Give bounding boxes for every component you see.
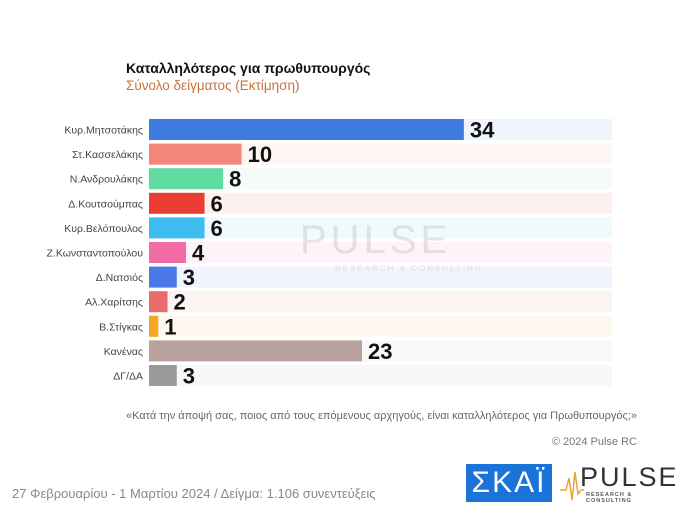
data-label: 1 xyxy=(164,314,176,339)
data-label: 3 xyxy=(183,265,195,290)
chart-subtitle: Σύνολο δείγματος (Εκτίμηση) xyxy=(126,78,300,93)
bar xyxy=(149,192,205,214)
bar-track xyxy=(149,192,612,214)
data-label: 10 xyxy=(248,142,272,167)
bar xyxy=(149,266,177,288)
bar-track xyxy=(149,291,612,313)
bar-track xyxy=(149,242,612,263)
bar xyxy=(149,143,242,165)
pulse-logo-sub: RESEARCH & CONSULTING xyxy=(586,492,633,504)
bar xyxy=(149,217,205,239)
footer-dates-sample: 27 Φεβρουαρίου - 1 Μαρτίου 2024 / Δείγμα… xyxy=(12,486,376,501)
bar-track xyxy=(149,315,612,337)
category-label: ΔΓ/ΔΑ xyxy=(113,371,143,383)
category-label: Κανένας xyxy=(104,346,143,358)
bar xyxy=(149,291,168,313)
bar xyxy=(149,315,159,337)
category-label: Αλ.Χαρίτσης xyxy=(85,297,143,309)
bar xyxy=(149,365,177,386)
category-label: Κυρ.Μητσοτάκης xyxy=(64,125,143,137)
pulse-logo: PULSE xyxy=(580,462,675,492)
bar-track xyxy=(149,266,612,288)
bar xyxy=(149,242,187,263)
survey-question: «Κατά την άποψή σας, ποιος από τους επόμ… xyxy=(125,410,637,422)
data-label: 3 xyxy=(183,364,195,389)
copyright: © 2024 Pulse RC xyxy=(551,436,637,448)
data-label: 34 xyxy=(470,118,495,143)
data-label: 6 xyxy=(211,216,223,241)
data-label: 23 xyxy=(368,339,392,364)
bar xyxy=(149,168,224,190)
bar-track xyxy=(149,217,612,239)
category-label: Δ.Κουτσούμπας xyxy=(68,198,143,210)
data-label: 4 xyxy=(192,241,205,266)
category-label: Β.Στίγκας xyxy=(99,321,143,333)
bar xyxy=(149,340,362,362)
bar-track xyxy=(149,365,612,386)
category-label: Ν.Ανδρουλάκης xyxy=(70,174,143,186)
category-label: Στ.Κασσελάκης xyxy=(72,149,143,161)
skai-logo: ΣΚΑΪ xyxy=(466,464,552,502)
data-label: 2 xyxy=(174,290,186,315)
data-label: 8 xyxy=(229,167,241,192)
watermark-sub: RESEARCH & CONSULTING xyxy=(335,264,484,273)
pulse-wave-icon xyxy=(560,471,584,501)
watermark: PULSE xyxy=(300,218,452,262)
category-label: Δ.Νατσιός xyxy=(96,272,143,284)
data-label: 6 xyxy=(211,191,223,216)
bar-track xyxy=(149,168,612,190)
category-label: Κυρ.Βελόπουλος xyxy=(64,223,143,235)
chart-title: Καταλληλότερος για πρωθυπουργός xyxy=(126,60,371,76)
bar xyxy=(149,119,464,140)
bar-track xyxy=(149,143,612,165)
category-label: Ζ.Κωνσταντοπούλου xyxy=(47,248,144,260)
